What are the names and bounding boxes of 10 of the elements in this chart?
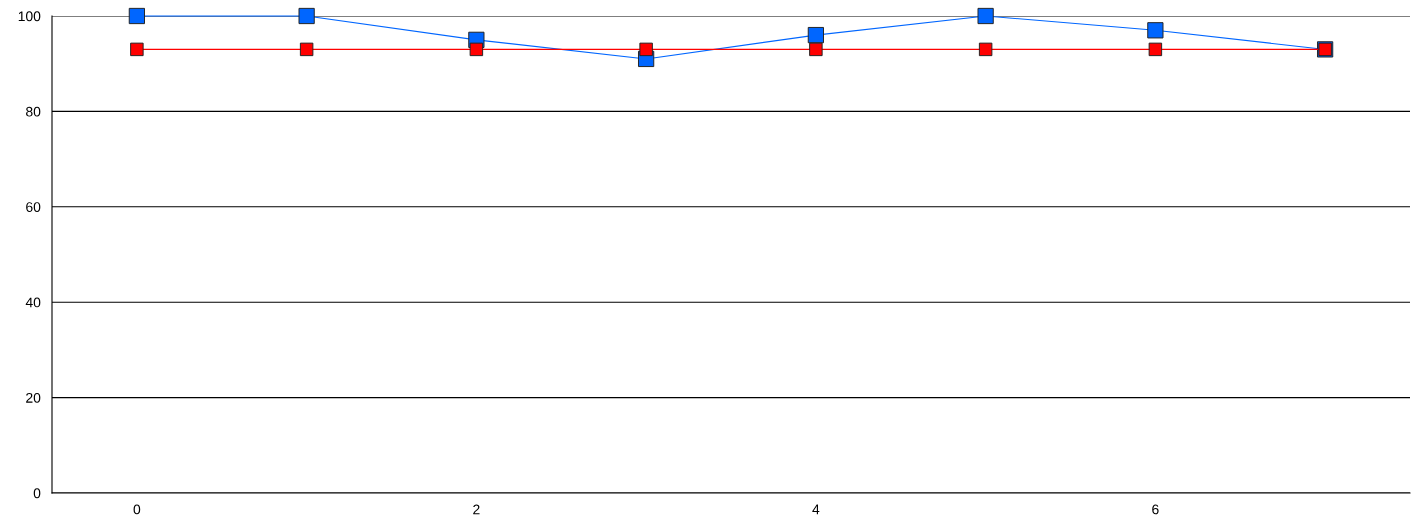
y-tick-label: 0 [33, 488, 41, 499]
x-tick-label: 2 [473, 504, 480, 515]
x-tick-label: 4 [812, 504, 820, 515]
x-tick-label: 6 [1152, 504, 1159, 515]
x-tick-label: 0 [133, 504, 141, 515]
y-tick-label: 60 [26, 202, 41, 212]
y-tick-label: 40 [25, 297, 41, 308]
y-tick-label: 20 [26, 392, 41, 403]
y-tick-label: 80 [26, 106, 41, 117]
y-tick-label: 100 [18, 11, 41, 22]
